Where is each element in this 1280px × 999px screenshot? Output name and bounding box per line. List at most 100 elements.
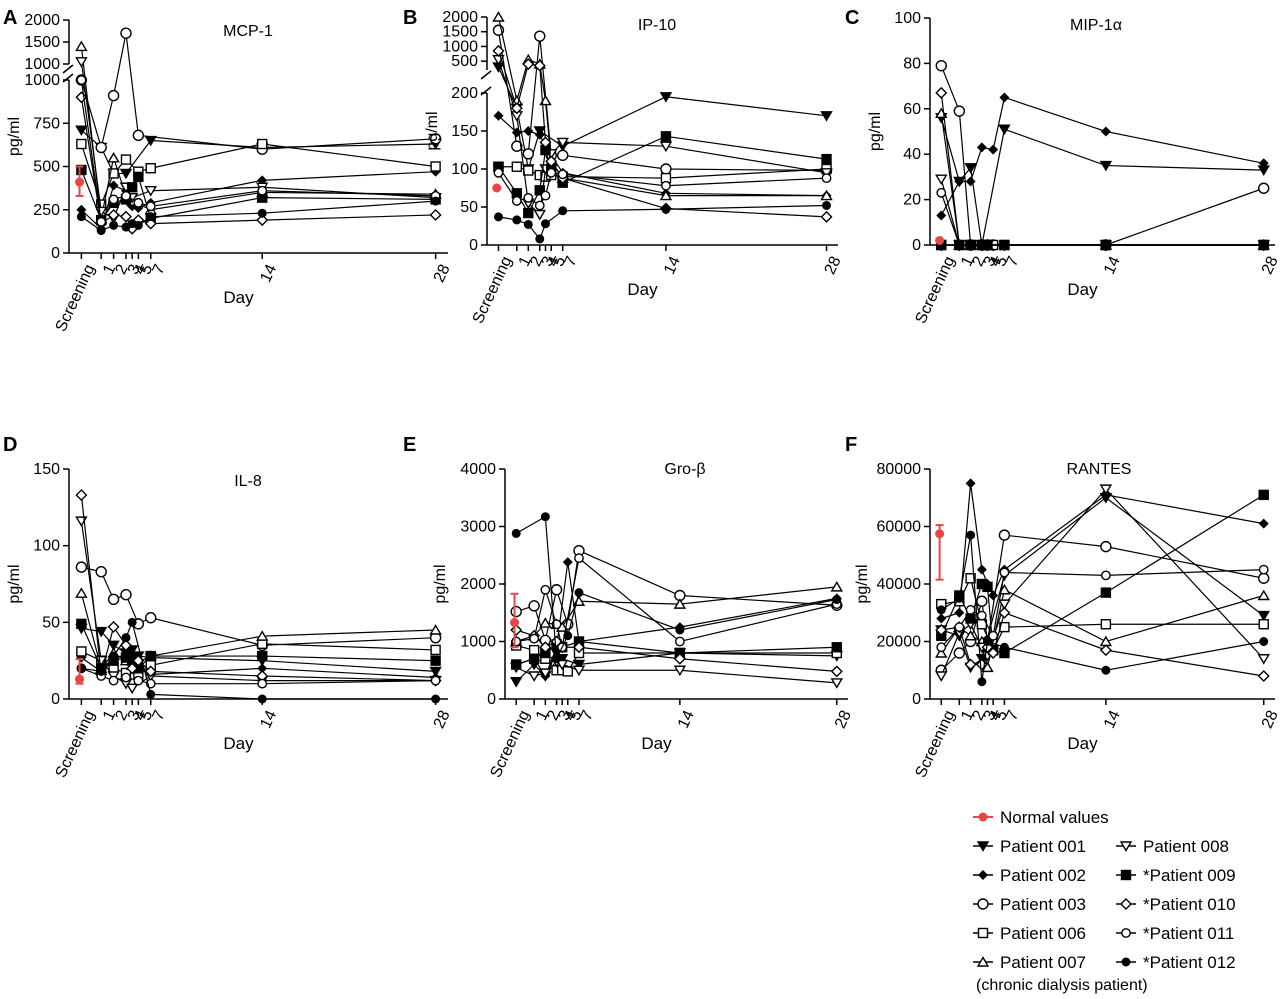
data-point [935,647,948,658]
legend-marker [977,898,989,910]
data-point [935,59,947,72]
data-point [76,75,87,85]
normal-value-point [75,177,85,187]
x-tick-label: Screening [53,708,99,780]
data-point [821,173,832,184]
data-point [108,180,119,191]
data-point [987,647,1000,659]
data-point [430,655,441,666]
legend-label: Patient 001 [1000,837,1086,856]
data-point [1258,182,1270,194]
data-point [661,204,671,214]
normal-value-point [510,618,520,628]
data-point [523,207,534,219]
y-tick-label: 750 [33,115,60,132]
legend-item: Patient 002 [973,866,1086,885]
x-tick-label: 28 [832,708,855,731]
data-point [830,580,844,592]
data-point [120,154,132,165]
data-point [540,584,551,595]
data-point [257,185,268,196]
data-point [820,168,833,179]
legend-item: *Patient 011 [1116,924,1234,943]
data-point [430,161,441,172]
data-point [988,630,999,641]
series-line [940,117,1264,246]
data-point [145,650,156,662]
legend-item: Patient 001 [973,837,1086,856]
data-point [965,478,976,489]
data-point [998,124,1011,136]
data-point [528,653,540,664]
data-point [1258,619,1269,630]
data-point [1258,489,1269,501]
data-point [820,189,833,201]
data-point [75,40,88,52]
panel-c-normal-values [935,235,945,245]
data-point [659,189,673,201]
x-tick-label: Screening [912,708,958,780]
y-tick-label: 0 [51,691,60,708]
panel-d-series-10 [76,617,441,704]
data-point [133,197,144,208]
data-point [533,209,546,221]
data-point [562,666,573,677]
data-point [572,665,586,677]
data-point [120,27,132,39]
data-point [511,140,523,152]
data-point [95,141,107,154]
data-point [953,647,966,659]
y-tick-label: 100 [451,161,478,178]
panel-c-letter: C [845,7,859,29]
y-tick-label: 40 [903,146,921,163]
x-tick-label: 14 [675,708,698,731]
data-point [1100,540,1112,553]
data-point [661,180,671,191]
panel-d-y-label: pg/ml [6,564,23,603]
data-point [534,185,545,196]
y-tick-label: 1000 [460,634,496,651]
legend-marker [978,870,988,880]
y-tick-label: 150 [451,123,478,140]
panel-f-y-label: pg/ml [854,564,871,603]
data-point [528,600,540,612]
data-point [511,528,521,538]
x-tick-label: 14 [1101,254,1124,277]
data-point [522,58,535,71]
data-point [539,641,552,654]
legend-label: *Patient 009 [1143,866,1236,885]
data-point [492,11,505,22]
data-point [109,651,119,661]
data-point [550,584,563,596]
data-point [659,141,673,153]
data-point [493,212,503,222]
legend-marker [977,927,989,939]
panel-e-title: Gro-β [664,461,705,478]
data-point [936,613,947,624]
panel-e-letter: E [403,434,416,456]
data-point [121,191,131,201]
data-point [146,689,156,699]
data-point [75,57,88,68]
data-point [523,192,534,203]
data-point [534,30,546,42]
legend-marker [1120,898,1132,910]
panel-f-series-9 [936,564,1269,653]
series-line [940,535,1264,682]
panel-d-normal-values [75,658,85,685]
legend-item: *Patient 009 [1116,866,1236,885]
data-point [557,149,569,162]
legend-label: Normal values [1000,808,1109,827]
data-point [133,171,144,183]
data-point [574,553,584,564]
y-tick-label: 20 [903,192,921,209]
data-point [999,567,1010,578]
data-point [936,187,947,198]
panel-c-y-ticks: 0 20 40 60 80 100 [894,10,930,254]
legend-item: Patient 003 [973,895,1086,914]
panel-d-y-ticks: 0 50 100 150 [33,461,69,708]
data-point [522,148,534,160]
data-point [557,169,568,180]
data-point [107,620,120,633]
